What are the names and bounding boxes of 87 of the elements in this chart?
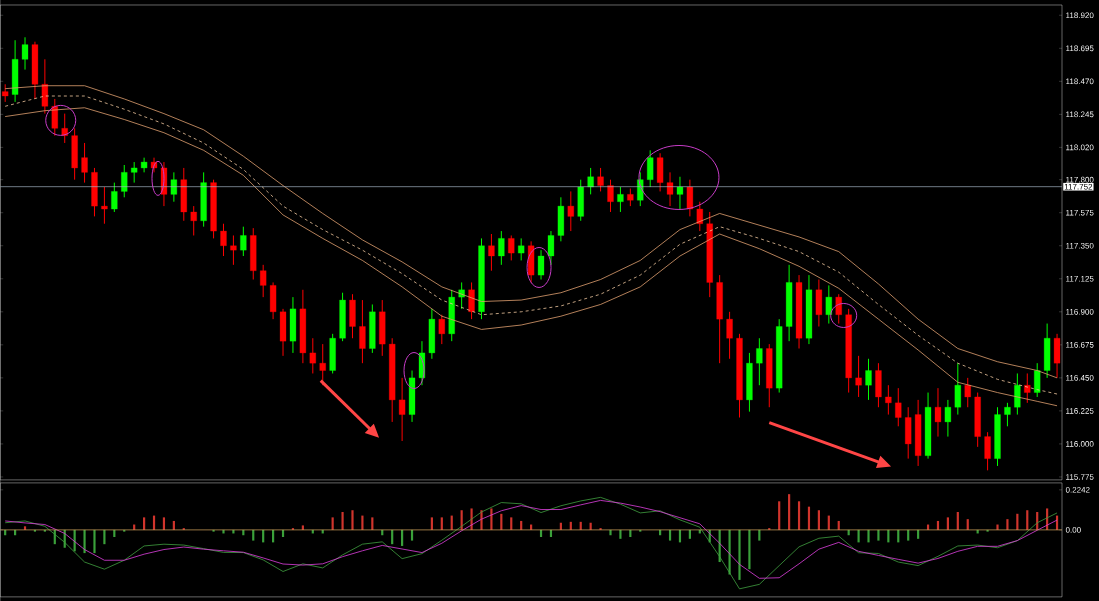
candlestick [964,377,971,408]
candlestick [855,355,862,398]
bar [877,529,880,541]
candlestick [666,171,674,207]
candlestick [1014,373,1021,416]
y-tick-label: 115.775 [1066,474,1094,480]
candlestick [934,387,942,438]
candlestick [498,230,505,266]
candlestick [1004,402,1011,427]
candlestick [835,293,842,325]
candlestick [865,358,872,401]
bar [1006,519,1009,530]
y-tick-label: 0.2242 [1065,487,1090,493]
candlestick [61,113,68,144]
y-tick-label: 0.00 [1065,527,1081,533]
candlestick [686,179,694,217]
candlestick [51,98,58,137]
candlestick [220,223,227,257]
bar [867,529,870,543]
candlestick [240,226,247,257]
y-tick-label: 116.675 [1066,342,1094,348]
y-tick-label: 116.900 [1066,309,1094,315]
bar [728,529,731,575]
candlestick [676,176,684,210]
line-series [4,497,1058,590]
candlestick [696,201,703,232]
bar [351,510,354,530]
bar [748,529,751,570]
candlestick [954,362,961,416]
bar [93,529,96,554]
y-tick-label: 116.450 [1066,375,1094,381]
y-tick-label: 118.470 [1066,78,1094,85]
bar [778,501,781,530]
candlestick [647,149,654,188]
y-tick-label: 118.020 [1066,144,1094,151]
bar [857,529,860,543]
candlestick [617,186,624,213]
candlestick [567,190,574,232]
candlestick [111,182,118,213]
candlestick [230,235,237,266]
candlestick [518,237,525,261]
y-tick-label: 118.920 [1066,12,1094,19]
candlestick [1024,373,1031,404]
candlestick [895,387,902,427]
candlestick [825,284,832,325]
y-tick-label: 116.225 [1066,408,1094,414]
bar [797,501,801,530]
y-tick-label: 117.800 [1066,176,1094,183]
candlestick [488,233,495,272]
bar [341,512,344,530]
candlestick [398,377,406,442]
candlestick [121,164,128,198]
candlestick [81,142,88,184]
candlestick [885,384,892,416]
candlestick [438,314,445,345]
y-tick-label: 117.575 [1066,209,1094,216]
y-tick-label: 118.245 [1066,111,1094,118]
candlestick [984,431,991,471]
candlestick [726,311,733,360]
candlestick [607,179,614,213]
candlestick [597,167,604,192]
candlestick [101,186,108,225]
bar [788,494,791,530]
candlestick [319,343,326,386]
y-tick-label: 116.000 [1066,441,1094,447]
candlestick [309,337,316,375]
candlestick [537,249,545,281]
candlestick [359,299,366,364]
candlestick [21,36,29,71]
bar [361,515,364,530]
candlestick [547,230,555,266]
candlestick [508,235,515,261]
candlestick [587,167,594,195]
candlestick [170,171,177,203]
candlestick [944,399,952,438]
candlestick [131,161,138,184]
candlestick [756,337,763,386]
candlestick [41,58,48,115]
bar [738,529,741,580]
line-series [4,500,1058,579]
candlestick [1034,362,1041,398]
candlestick [190,205,197,237]
y-tick-label: 117.350 [1066,242,1094,249]
candlestick [260,264,267,298]
y-tick-label: 117.125 [1066,276,1094,282]
ref-line-label: 117.752 [1064,183,1093,190]
y-tick-label: 118.695 [1066,45,1094,52]
